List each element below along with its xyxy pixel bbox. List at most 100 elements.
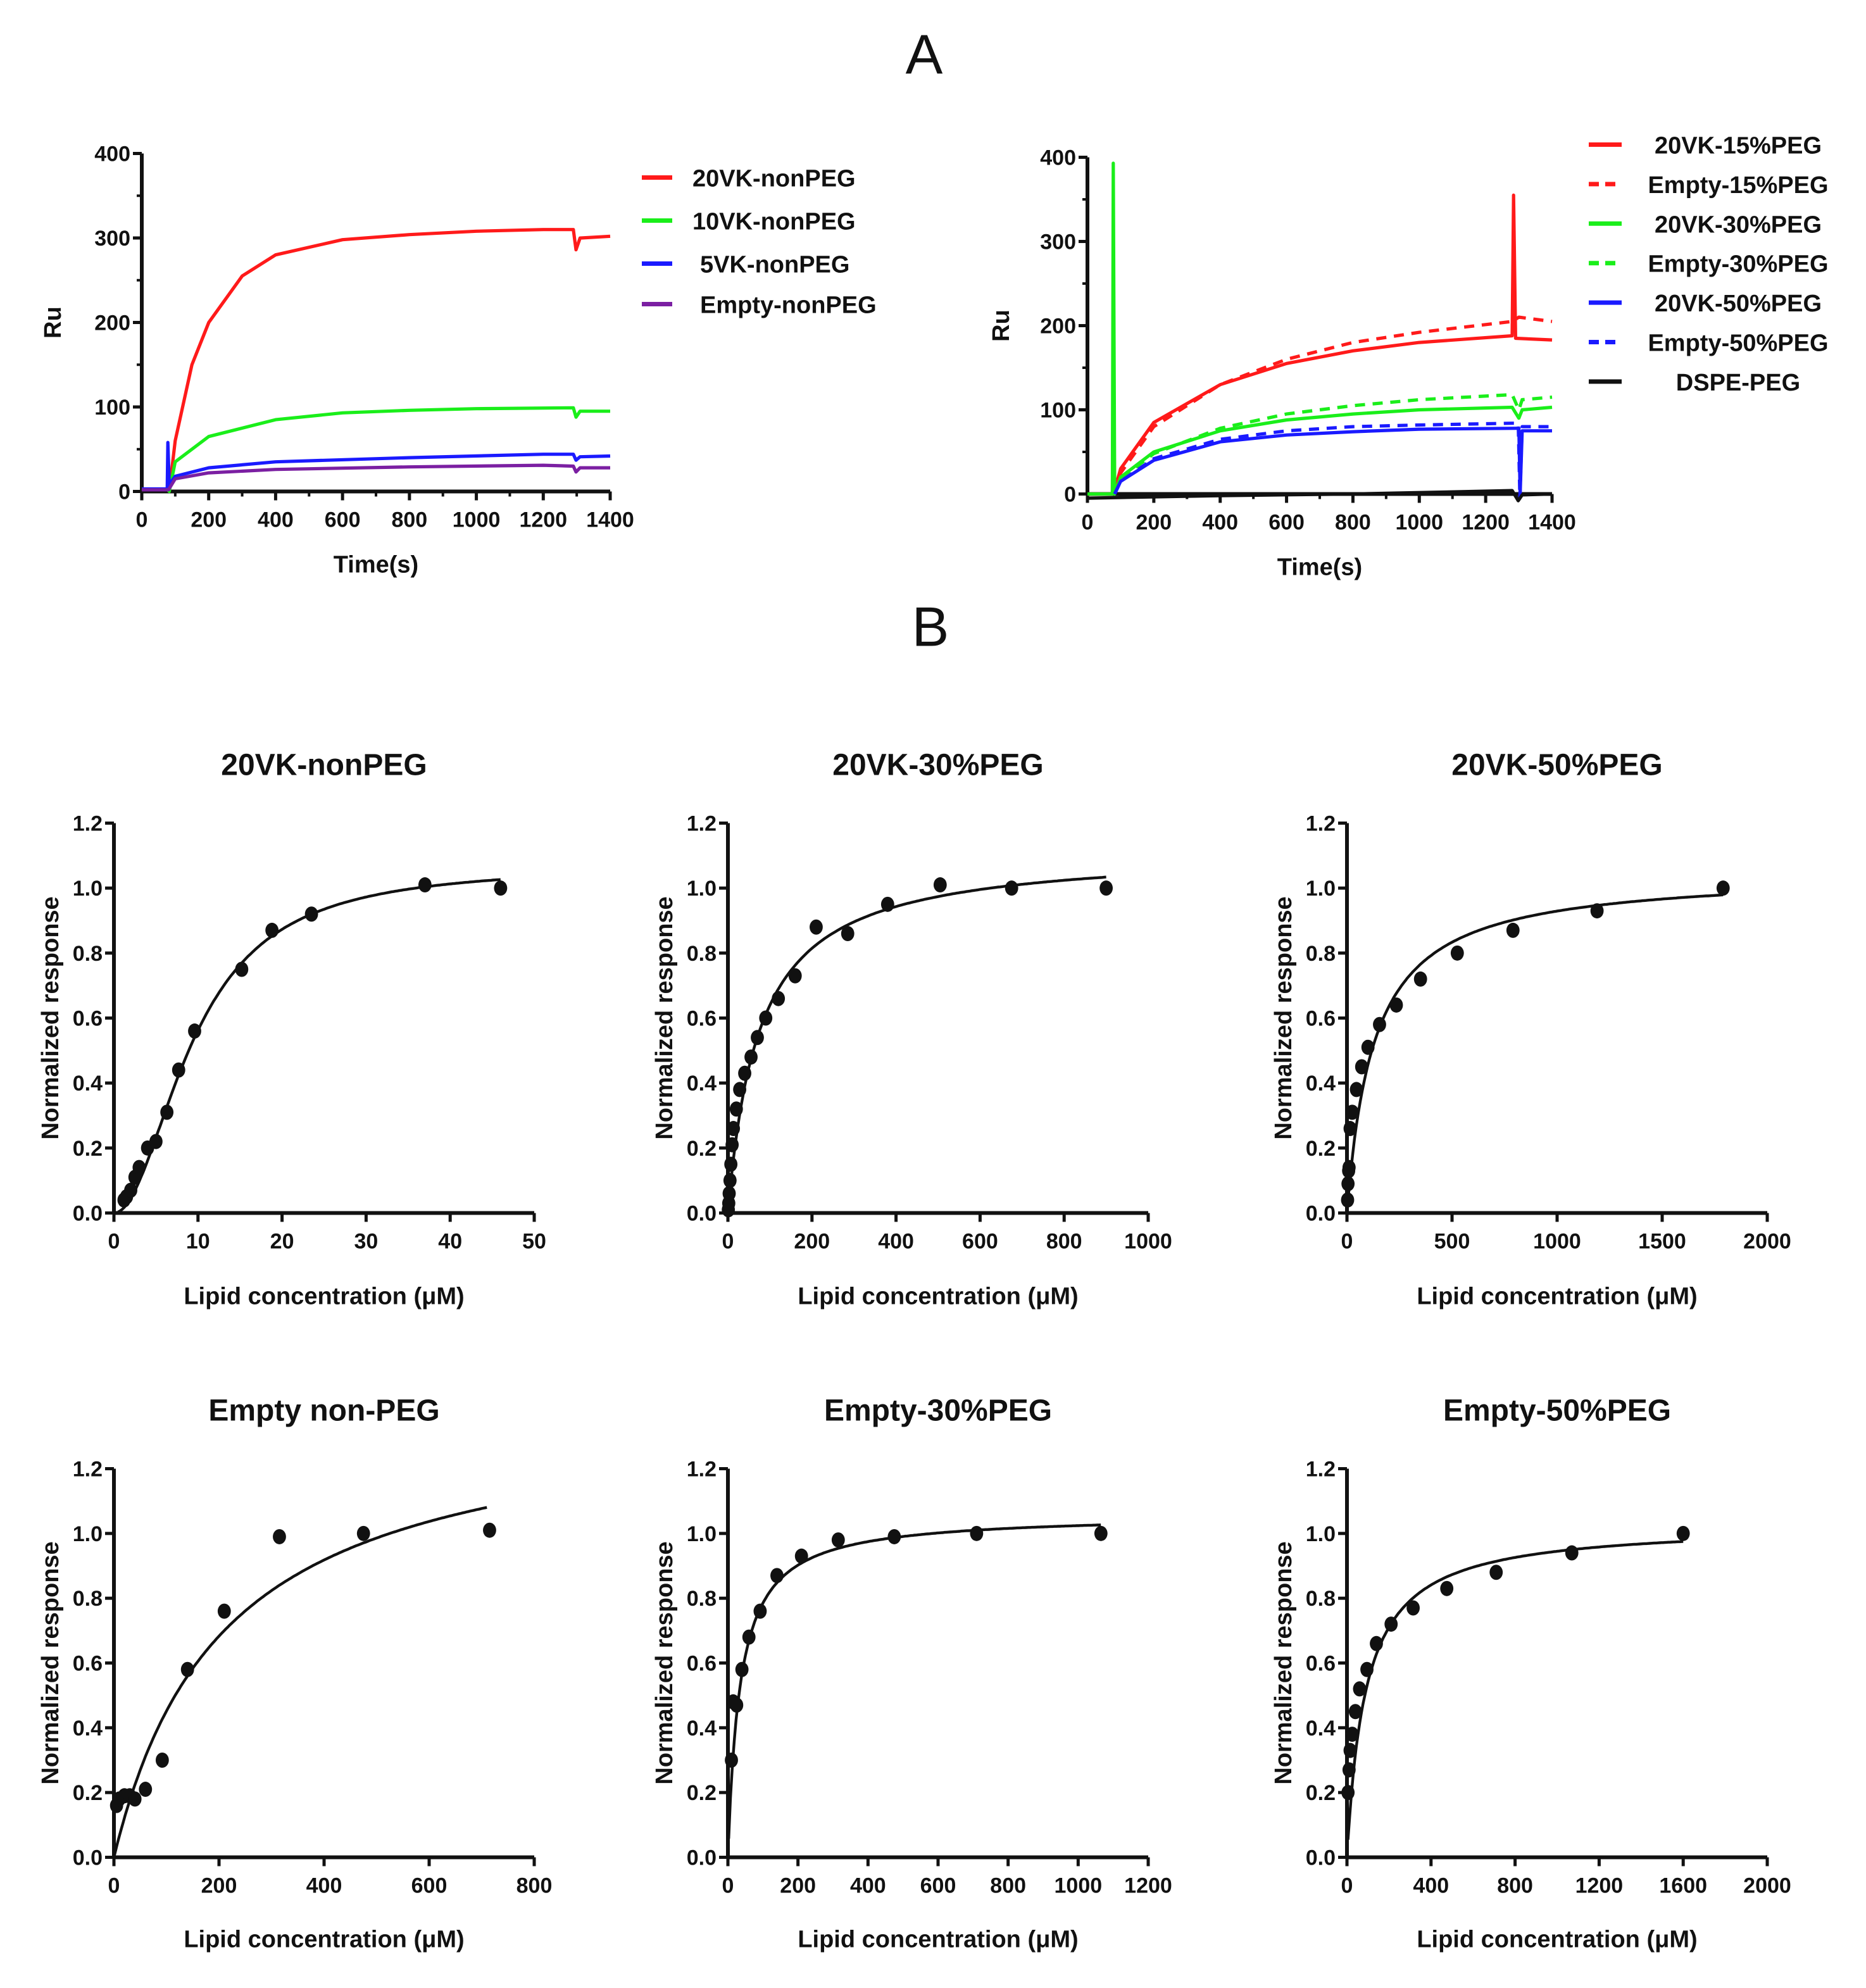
y-tick-label: 0.2 xyxy=(1306,1137,1336,1161)
legend-label: 20VK-50%PEG xyxy=(1655,291,1822,317)
data-point xyxy=(1342,1160,1356,1175)
x-tick-label: 200 xyxy=(794,1230,830,1254)
chart-3: 0 200 400 600 800 1000 0.0 0.2 0.4 0.6 0.8 1.0 1.2 Li… xyxy=(651,749,1172,1310)
fit-curve xyxy=(1346,1540,1684,1840)
data-point xyxy=(1094,1525,1108,1541)
x-tick-label: 1500 xyxy=(1638,1230,1686,1254)
data-point xyxy=(273,1529,286,1544)
data-point xyxy=(1343,1121,1357,1137)
x-tick-label: 50 xyxy=(522,1230,546,1254)
chart-2: 0 10 20 30 40 50 0.0 0.2 0.4 0.6 0.8 1.0 1.2 Lipid co… xyxy=(37,749,546,1310)
x-tick-label: 1200 xyxy=(1124,1874,1172,1898)
x-tick-label: 1400 xyxy=(1528,511,1576,535)
x-tick-label: 0 xyxy=(722,1874,734,1898)
data-point xyxy=(160,1104,174,1120)
y-axis-label: Normalized response xyxy=(651,896,678,1139)
data-point xyxy=(1716,880,1730,896)
data-point xyxy=(788,968,802,984)
data-point xyxy=(1342,1762,1356,1778)
data-point xyxy=(235,961,249,977)
y-tick-label: 1.0 xyxy=(687,877,717,901)
x-tick-label: 200 xyxy=(1136,511,1172,535)
data-point xyxy=(831,1532,845,1548)
x-tick-label: 400 xyxy=(1413,1874,1449,1898)
series-line-Empty-nonPEG xyxy=(142,463,610,492)
x-tick-label: 800 xyxy=(1046,1230,1082,1254)
y-tick-label: 0.2 xyxy=(1306,1781,1336,1805)
x-tick-label: 400 xyxy=(306,1874,342,1898)
data-point xyxy=(1373,1016,1386,1032)
x-tick-label: 1400 xyxy=(586,508,634,532)
x-tick-label: 600 xyxy=(1268,511,1305,535)
data-point xyxy=(770,1568,784,1584)
y-tick-label: 400 xyxy=(1040,146,1076,170)
x-tick-label: 20 xyxy=(270,1230,294,1254)
y-tick-label: 1.0 xyxy=(73,1522,103,1546)
x-tick-label: 400 xyxy=(850,1874,886,1898)
data-point xyxy=(1450,945,1464,961)
data-point xyxy=(304,906,318,922)
y-tick-label: 1.0 xyxy=(1306,877,1336,901)
x-tick-label: 1600 xyxy=(1659,1874,1707,1898)
y-tick-label: 300 xyxy=(1040,230,1076,254)
y-axis-label: Ru xyxy=(988,309,1015,342)
x-tick-label: 1200 xyxy=(519,508,567,532)
y-tick-label: 0.4 xyxy=(687,1716,717,1741)
x-tick-label: 1000 xyxy=(1055,1874,1103,1898)
chart-title: 20VK-nonPEG xyxy=(221,749,427,782)
data-point xyxy=(139,1782,153,1797)
series-line-10VK-nonPEG xyxy=(141,406,610,494)
y-tick-label: 1.0 xyxy=(1306,1522,1336,1546)
data-point xyxy=(1590,903,1604,919)
data-point xyxy=(1389,997,1403,1013)
data-point xyxy=(772,991,786,1006)
series-line-20VK-50%PEG xyxy=(1113,427,1552,496)
data-point xyxy=(1355,1059,1368,1075)
data-point xyxy=(1348,1704,1362,1720)
data-point xyxy=(738,1065,751,1081)
data-point xyxy=(1406,1600,1420,1616)
y-tick-label: 0.0 xyxy=(73,1202,103,1226)
x-tick-label: 800 xyxy=(391,508,427,532)
x-tick-label: 0 xyxy=(136,508,148,532)
y-tick-label: 200 xyxy=(1040,315,1076,339)
y-tick-label: 0.6 xyxy=(1306,1007,1336,1031)
y-tick-label: 1.0 xyxy=(73,877,103,901)
x-tick-label: 1200 xyxy=(1462,511,1510,535)
data-point xyxy=(733,1082,746,1097)
y-tick-label: 1.2 xyxy=(687,812,717,836)
data-point xyxy=(759,1010,773,1026)
chart-1: 0 200 400 600 800 1000 1200 1400 0 100 200 300 400 Ti… xyxy=(988,133,1829,581)
data-point xyxy=(722,1185,736,1201)
y-tick-label: 0.8 xyxy=(1306,942,1336,966)
legend-label: 10VK-nonPEG xyxy=(692,209,856,235)
y-tick-label: 0.6 xyxy=(687,1652,717,1676)
x-tick-label: 200 xyxy=(780,1874,816,1898)
y-axis-label: Normalized response xyxy=(1270,896,1297,1139)
y-tick-label: 0.2 xyxy=(73,1137,103,1161)
y-tick-label: 0.6 xyxy=(73,1652,103,1676)
fit-curve xyxy=(726,875,1106,1213)
data-point xyxy=(1345,1104,1359,1120)
x-tick-label: 600 xyxy=(411,1874,448,1898)
x-tick-label: 400 xyxy=(1202,511,1238,535)
x-tick-label: 800 xyxy=(1335,511,1371,535)
x-tick-label: 1000 xyxy=(1533,1230,1581,1254)
x-tick-label: 400 xyxy=(878,1230,914,1254)
x-tick-label: 0 xyxy=(108,1230,120,1254)
y-tick-label: 1.2 xyxy=(1306,1458,1336,1482)
data-point xyxy=(1341,1176,1355,1192)
series-line-20VK-nonPEG xyxy=(141,228,611,494)
x-axis-label: Time(s) xyxy=(1277,554,1362,581)
fit-curve xyxy=(112,1506,487,1858)
data-point xyxy=(1343,1742,1357,1758)
data-point xyxy=(149,1134,163,1149)
fit-curve xyxy=(727,1523,1101,1839)
y-tick-label: 0.8 xyxy=(687,942,717,966)
y-tick-label: 0.8 xyxy=(73,942,103,966)
legend-label: 20VK-30%PEG xyxy=(1655,211,1822,238)
series-line-DSPE-PEG xyxy=(1087,489,1553,503)
legend-label: 5VK-nonPEG xyxy=(700,252,849,278)
x-tick-label: 0 xyxy=(1341,1230,1353,1254)
data-point xyxy=(1676,1525,1690,1541)
